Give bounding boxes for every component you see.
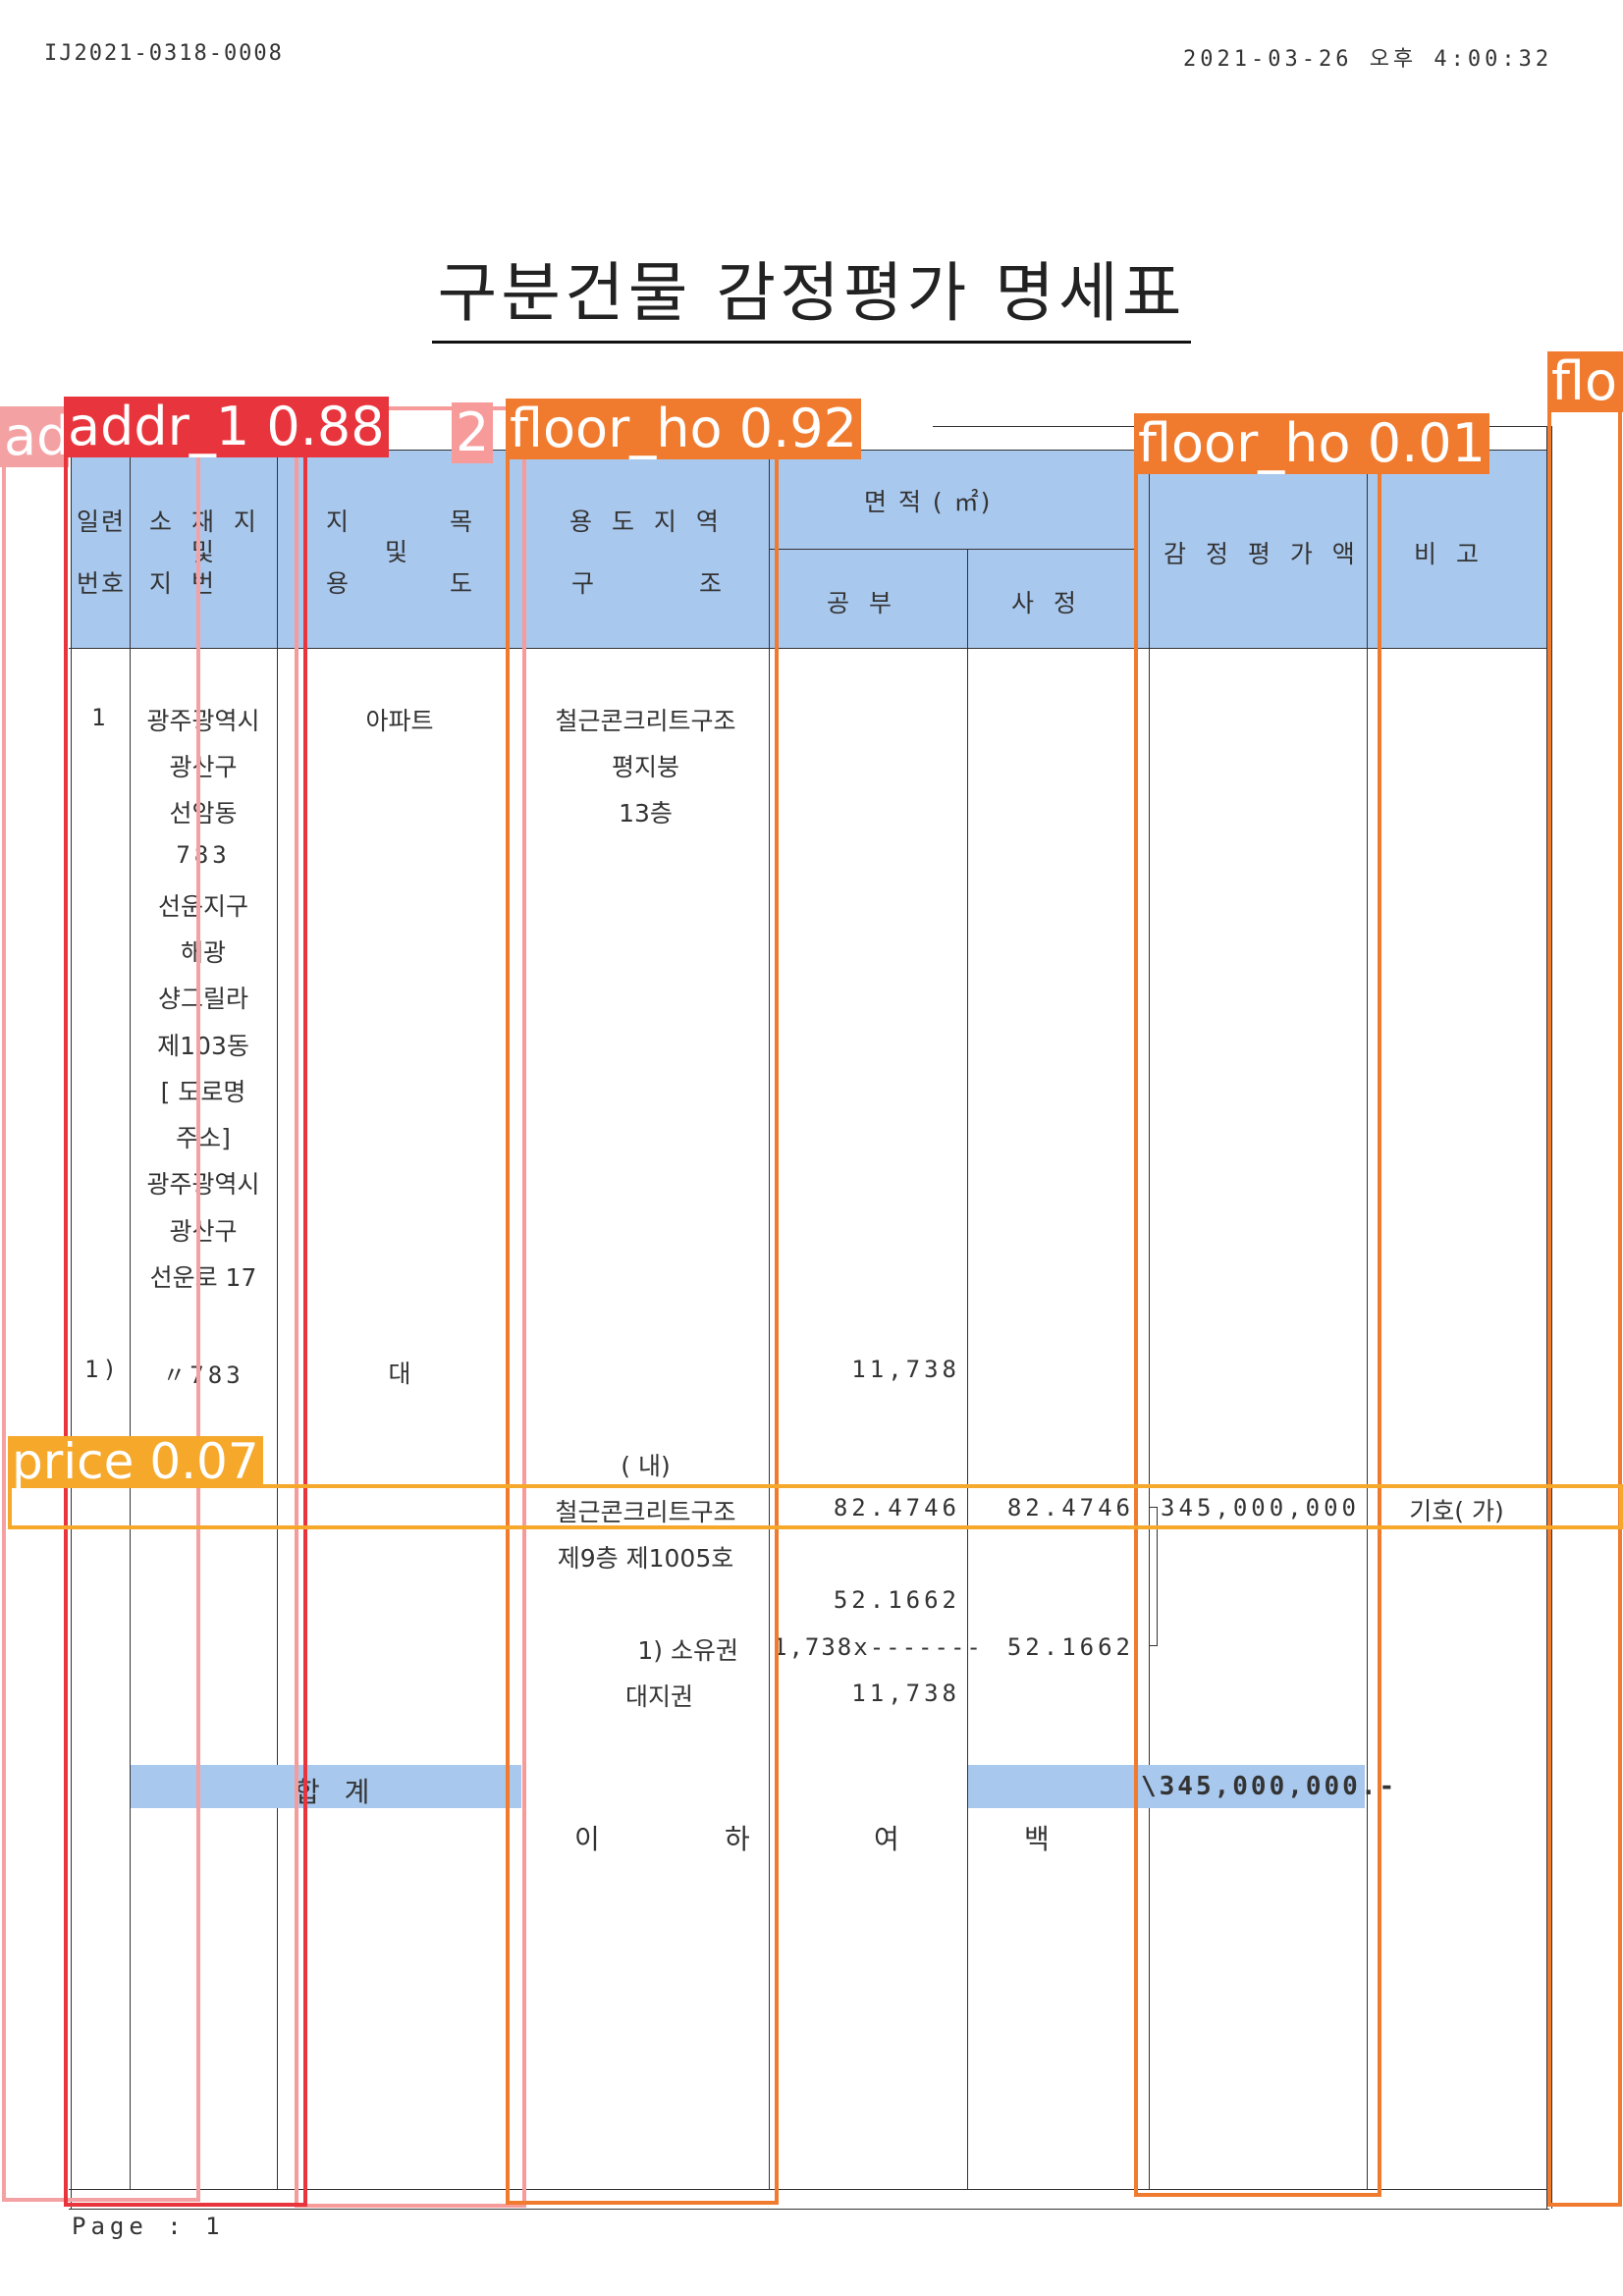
detection-label-price: price 0.07 — [8, 1436, 263, 1487]
detection-label-addr: addr_1 0.88 — [64, 397, 389, 457]
unit-inner-label: ( 내) — [621, 1452, 671, 1480]
unit-price: 345,000,000 — [1161, 1494, 1360, 1522]
detection-label-2: 2 — [452, 402, 494, 463]
detection-box-price — [8, 1484, 1623, 1529]
detection-label-floor-ho-1: floor_ho 0.92 — [506, 399, 861, 459]
row1-use: 아파트 — [365, 707, 434, 735]
unit-remark: 기호( 가) — [1409, 1497, 1504, 1525]
unit-area-official: 82.4746 — [833, 1494, 960, 1522]
header-land-4: 용 — [326, 569, 355, 598]
header-area: 면 적 ( ㎡) — [864, 488, 993, 516]
land-right-label: 대지권 — [625, 1682, 694, 1711]
detection-box-floor-ho-1 — [506, 402, 779, 2205]
header-location-3: 지 번 — [149, 569, 220, 598]
total-label-bg — [131, 1765, 521, 1808]
header-serial-2: 번호 — [77, 569, 127, 598]
document-id: IJ2021-0318-0008 — [44, 41, 284, 66]
header-serial-1: 일련 — [77, 507, 127, 536]
detection-box-2 — [295, 406, 526, 2208]
row1-sub-num: 1) — [84, 1356, 121, 1383]
page-title: 구분건물 감정평가 명세표 — [0, 240, 1623, 344]
header-location-1: 소 재 지 — [149, 507, 262, 536]
header-land-3: 및 — [385, 538, 414, 566]
header-structure-2: 조 — [699, 569, 729, 598]
detection-box-flo — [1547, 355, 1622, 2207]
header-land-2: 목 — [450, 507, 479, 536]
total-amount: \345,000,000.- — [1141, 1772, 1398, 1801]
header-appraisal: 감 정 평 가 액 — [1163, 540, 1361, 568]
row1-sub-lot: 〃783 — [162, 1362, 244, 1389]
detection-box-addr — [64, 400, 307, 2207]
unit-floor-ho: 제9층 제1005호 — [557, 1544, 734, 1573]
detection-label-flo: flo — [1547, 351, 1623, 412]
row1-sub-land: 대 — [388, 1360, 411, 1388]
detection-box-floor-ho-2 — [1134, 417, 1381, 2197]
total-amount-bg — [968, 1765, 1365, 1808]
total-words-3: 여 — [874, 1823, 899, 1855]
header-land-5: 도 — [450, 569, 479, 598]
land-right-assessed: 52.1662 — [1006, 1633, 1134, 1661]
unit-structure: 철근콘크리트구조 — [555, 1498, 736, 1526]
bracket-connector — [1149, 1507, 1158, 1646]
detection-label-floor-ho-2: floor_ho 0.01 — [1134, 413, 1489, 474]
row1-sub-area: 11,738 — [851, 1356, 960, 1383]
total-words-4: 백 — [1024, 1823, 1050, 1855]
total-words-2: 하 — [725, 1823, 750, 1855]
header-structure-1: 구 — [571, 569, 601, 598]
unit-area-assessed: 82.4746 — [1006, 1494, 1134, 1522]
row1-serial: 1 — [91, 704, 110, 731]
header-land-1: 지 — [326, 507, 355, 536]
detection-label-ad: ad — [0, 406, 69, 467]
page-number: Page : 1 — [72, 2213, 225, 2240]
header-zoning: 용 도 지 역 — [569, 507, 725, 536]
print-timestamp: 2021-03-26 오후 4:00:32 — [1183, 47, 1553, 72]
header-area-assessed: 사 정 — [1011, 589, 1082, 617]
total-words-1: 이 — [574, 1823, 600, 1855]
land-right-denominator: 11,738 — [851, 1680, 960, 1707]
header-remarks: 비 고 — [1414, 540, 1485, 568]
header-area-official: 공 부 — [827, 589, 897, 617]
land-ownership: 1) 소유권 — [637, 1636, 738, 1665]
land-right-fraction: 1,738x------- — [773, 1633, 983, 1661]
land-right-numerator: 52.1662 — [833, 1586, 960, 1614]
